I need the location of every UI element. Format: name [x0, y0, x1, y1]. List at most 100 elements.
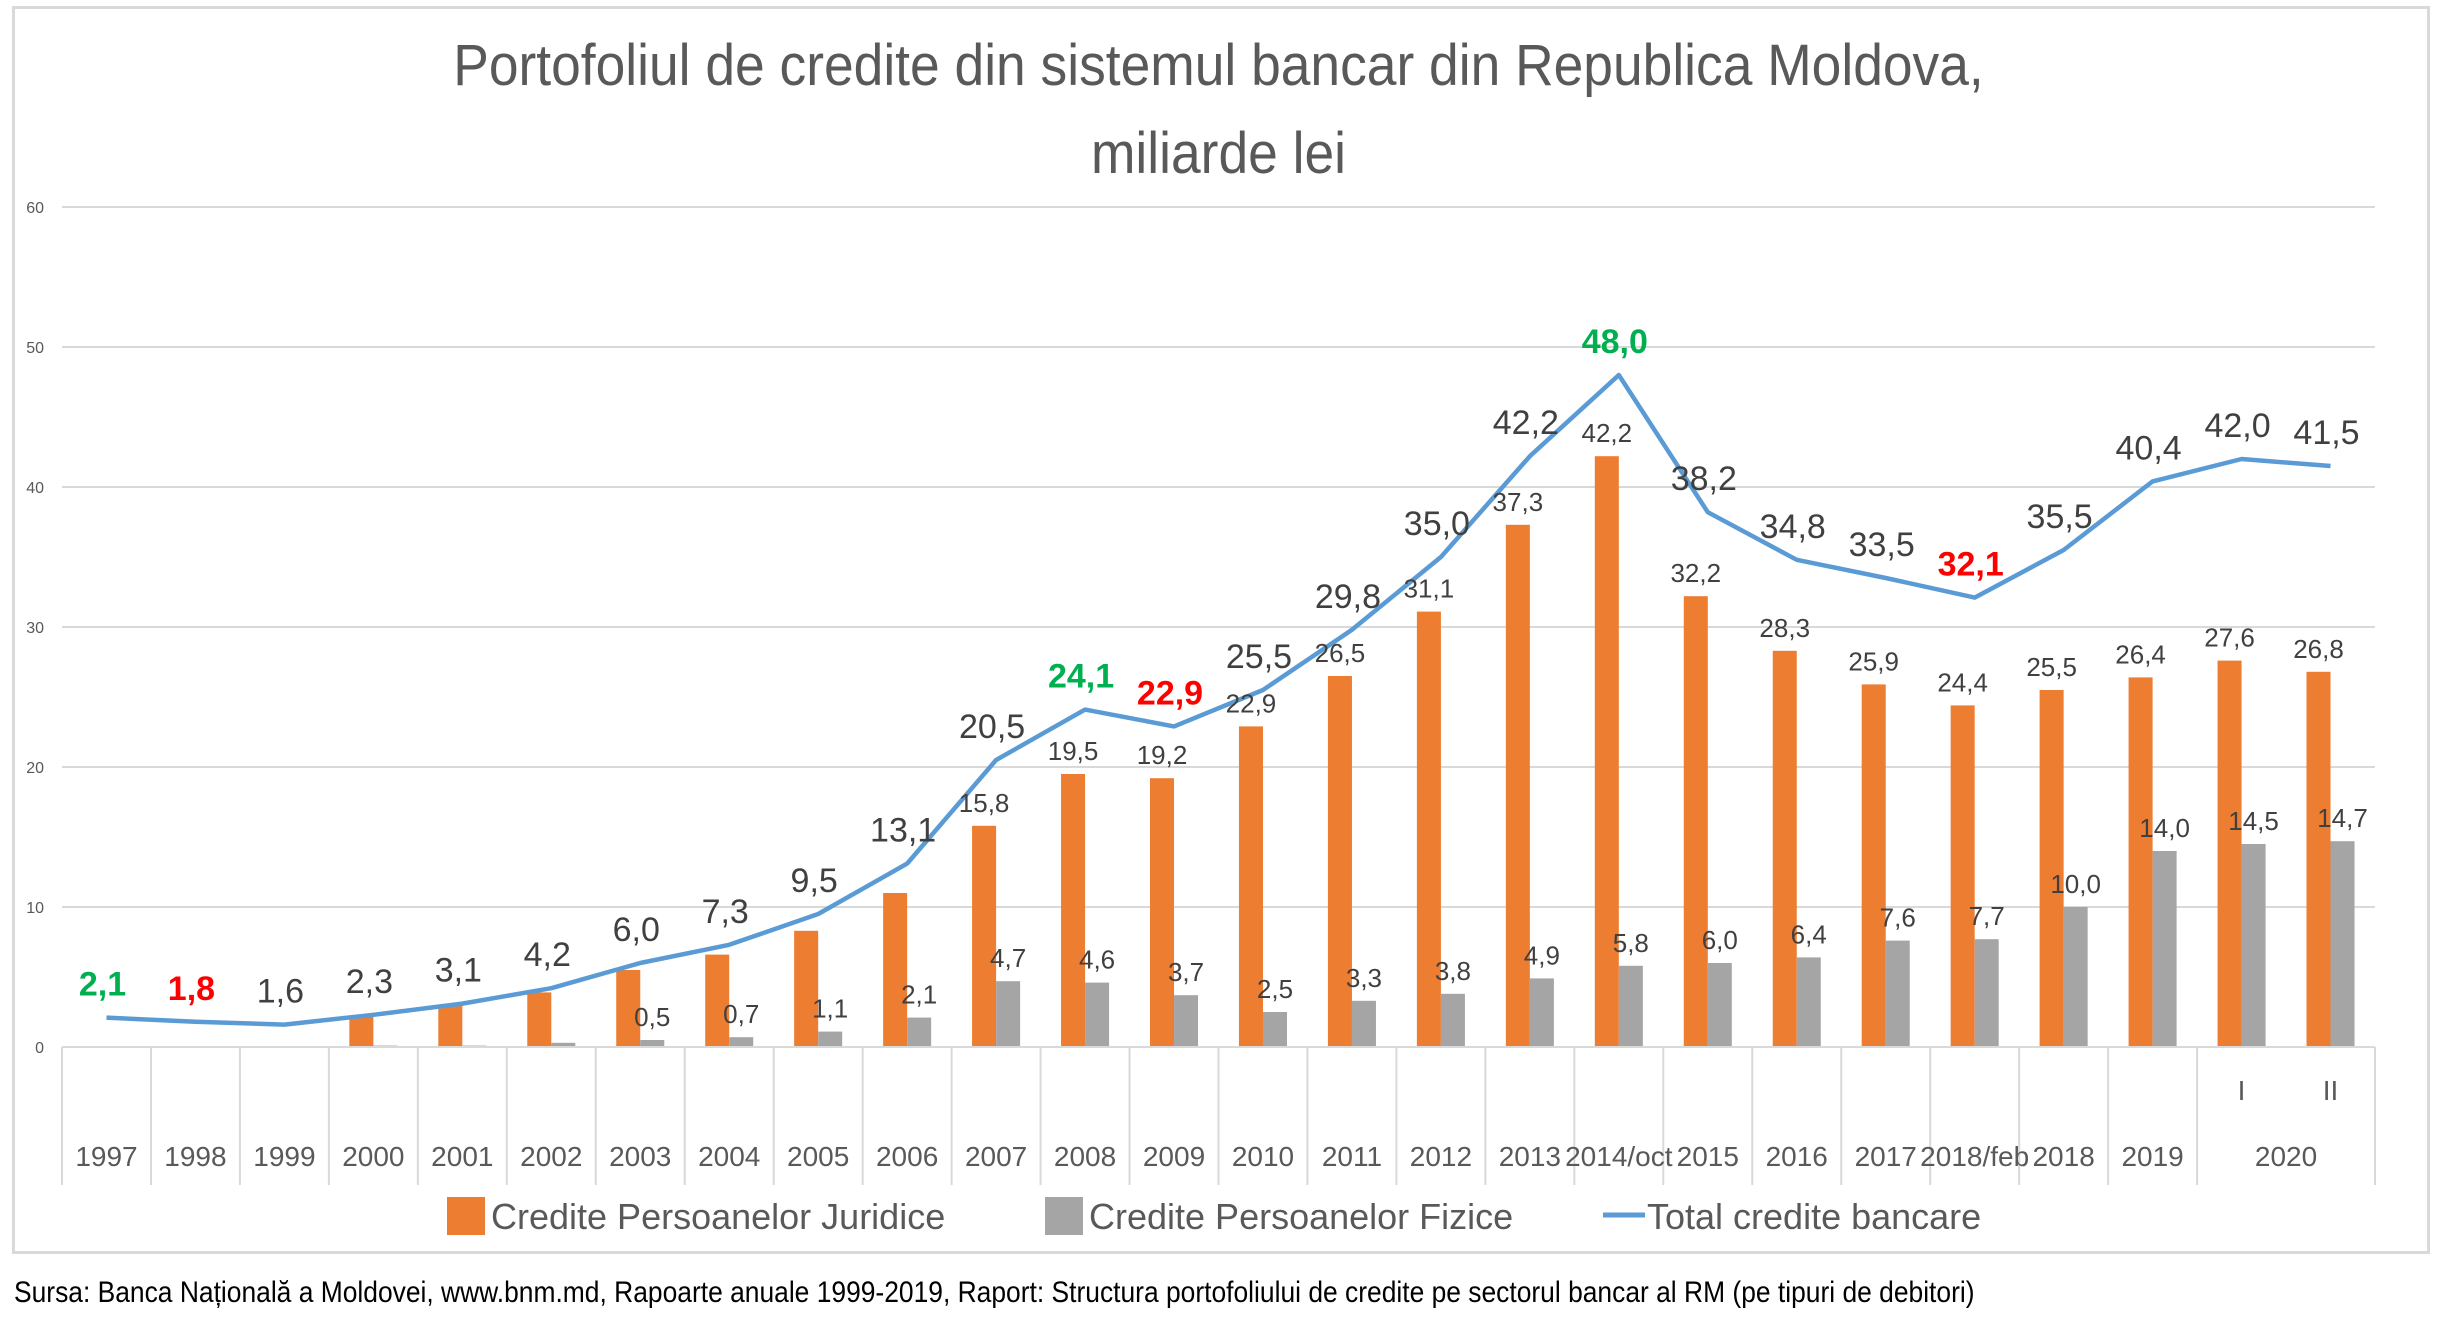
bar-juridice — [1149, 778, 1175, 1047]
x-tick-label: 2003 — [609, 1141, 671, 1172]
label-fizice: 0,7 — [723, 999, 759, 1029]
label-total: 24,1 — [1048, 658, 1114, 696]
x-tick-label: II — [2323, 1075, 2339, 1106]
x-group-label: 2020 — [2255, 1141, 2317, 1172]
label-total: 6,0 — [613, 911, 660, 949]
label-total: 42,0 — [2204, 407, 2270, 445]
label-fizice: 2,5 — [1257, 974, 1293, 1004]
label-total: 4,2 — [524, 936, 571, 974]
label-fizice: 3,3 — [1346, 963, 1382, 993]
x-tick-label: 2005 — [787, 1141, 849, 1172]
x-tick-label: 2009 — [1143, 1141, 1205, 1172]
bar-juridice — [1683, 596, 1708, 1047]
y-tick-label: 30 — [26, 620, 44, 637]
bar-fizice — [2241, 844, 2266, 1047]
label-total: 22,9 — [1137, 674, 1203, 712]
label-total: 35,5 — [2027, 498, 2093, 536]
y-tick-label: 10 — [26, 900, 44, 917]
x-tick-label: 2000 — [342, 1141, 404, 1172]
label-juridice: 24,4 — [1937, 667, 1988, 697]
label-total: 1,6 — [257, 973, 304, 1011]
label-fizice: 3,8 — [1435, 956, 1471, 986]
bar-juridice — [705, 954, 730, 1047]
bar-juridice — [1950, 705, 1975, 1047]
y-tick-label: 50 — [26, 340, 44, 357]
legend-label: Credite Persoanelor Juridice — [491, 1196, 945, 1237]
label-total: 2,3 — [346, 963, 393, 1001]
label-fizice: 14,0 — [2139, 813, 2190, 843]
data-labels: 2,1 1,8 1,6 2,3 3,1 4,2 0,5 6,0 0,7 7,3 1,1 9,5 2,1 1… — [79, 323, 2368, 1032]
label-fizice: 14,7 — [2317, 803, 2368, 833]
label-juridice: 15,8 — [959, 788, 1010, 818]
x-tick-label: 2016 — [1766, 1141, 1828, 1172]
label-juridice: 22,9 — [1226, 688, 1277, 718]
label-juridice: 37,3 — [1493, 487, 1544, 517]
bar-fizice — [818, 1031, 843, 1047]
label-total: 20,5 — [959, 708, 1025, 746]
bar-fizice — [996, 981, 1021, 1047]
label-fizice: 10,0 — [2050, 869, 2101, 899]
x-tick-label: 2010 — [1232, 1141, 1294, 1172]
bar-fizice — [1618, 965, 1643, 1047]
label-fizice: 6,4 — [1791, 919, 1827, 949]
bar-juridice — [2306, 671, 2331, 1047]
label-juridice: 26,8 — [2293, 634, 2344, 664]
x-tick-label: 1998 — [164, 1141, 226, 1172]
x-axis: 1997 1998 1999 2000 2001 2002 2003 2004 2005 2006… — [61, 1046, 2376, 1185]
label-juridice: 26,4 — [2115, 639, 2166, 669]
x-tick-label: 2013 — [1499, 1141, 1561, 1172]
bar-fizice — [1529, 978, 1554, 1047]
bar-fizice — [1974, 939, 1999, 1047]
x-tick-label: 2001 — [431, 1141, 493, 1172]
label-juridice: 42,2 — [1582, 418, 1633, 448]
bar-fizice — [729, 1037, 754, 1047]
bar-fizice — [1174, 995, 1199, 1047]
bar-juridice — [1594, 456, 1619, 1047]
bar-juridice — [1772, 650, 1797, 1047]
label-juridice: 26,5 — [1315, 638, 1366, 668]
label-fizice: 1,1 — [812, 994, 848, 1024]
x-tick-label: 2017 — [1855, 1141, 1917, 1172]
bar-juridice — [1327, 676, 1352, 1047]
x-tick-label: 2007 — [965, 1141, 1027, 1172]
bar-fizice — [2330, 841, 2355, 1047]
bar-fizice — [1085, 982, 1110, 1047]
label-total: 41,5 — [2293, 414, 2359, 452]
label-total: 32,1 — [1938, 546, 2004, 584]
y-tick-label: 20 — [26, 760, 44, 777]
source-footer: Sursa: Banca Națională a Moldovei, www.b… — [14, 1276, 1975, 1309]
label-total: 25,5 — [1226, 638, 1292, 676]
label-fizice: 4,7 — [990, 943, 1026, 973]
x-tick-label: 2002 — [520, 1141, 582, 1172]
gridlines — [62, 206, 2375, 1048]
x-tick-label: 2015 — [1677, 1141, 1739, 1172]
bar-juridice — [794, 930, 819, 1047]
bar-juridice — [1238, 726, 1263, 1047]
x-tick-label: 2014/oct — [1565, 1141, 1673, 1172]
x-tick-label: 2006 — [876, 1141, 938, 1172]
label-total: 40,4 — [2116, 429, 2182, 467]
label-total: 3,1 — [435, 952, 482, 990]
label-total: 1,8 — [168, 970, 215, 1008]
bar-fizice — [1351, 1000, 1376, 1047]
y-tick-label: 60 — [26, 200, 44, 217]
bar-fizice — [551, 1042, 576, 1047]
x-tick-label: 2018/feb — [1920, 1141, 2029, 1172]
bar-fizice — [2152, 851, 2177, 1047]
label-total: 13,1 — [870, 812, 936, 850]
bar-juridice — [438, 1005, 463, 1047]
label-fizice: 0,5 — [634, 1002, 670, 1032]
label-total: 33,5 — [1849, 526, 1915, 564]
label-juridice: 19,5 — [1048, 736, 1099, 766]
label-total: 35,0 — [1404, 505, 1470, 543]
label-fizice: 7,7 — [1969, 901, 2005, 931]
bar-juridice — [1061, 774, 1086, 1047]
label-juridice: 25,9 — [1848, 646, 1899, 676]
label-total: 34,8 — [1760, 508, 1826, 546]
label-total: 2,1 — [79, 966, 126, 1004]
bar-fizice — [1440, 993, 1465, 1047]
x-tick-label: 2011 — [1322, 1141, 1382, 1172]
legend: Credite Persoanelor Juridice Credite Pers… — [447, 1196, 1981, 1237]
bar-fizice — [1885, 940, 1910, 1047]
